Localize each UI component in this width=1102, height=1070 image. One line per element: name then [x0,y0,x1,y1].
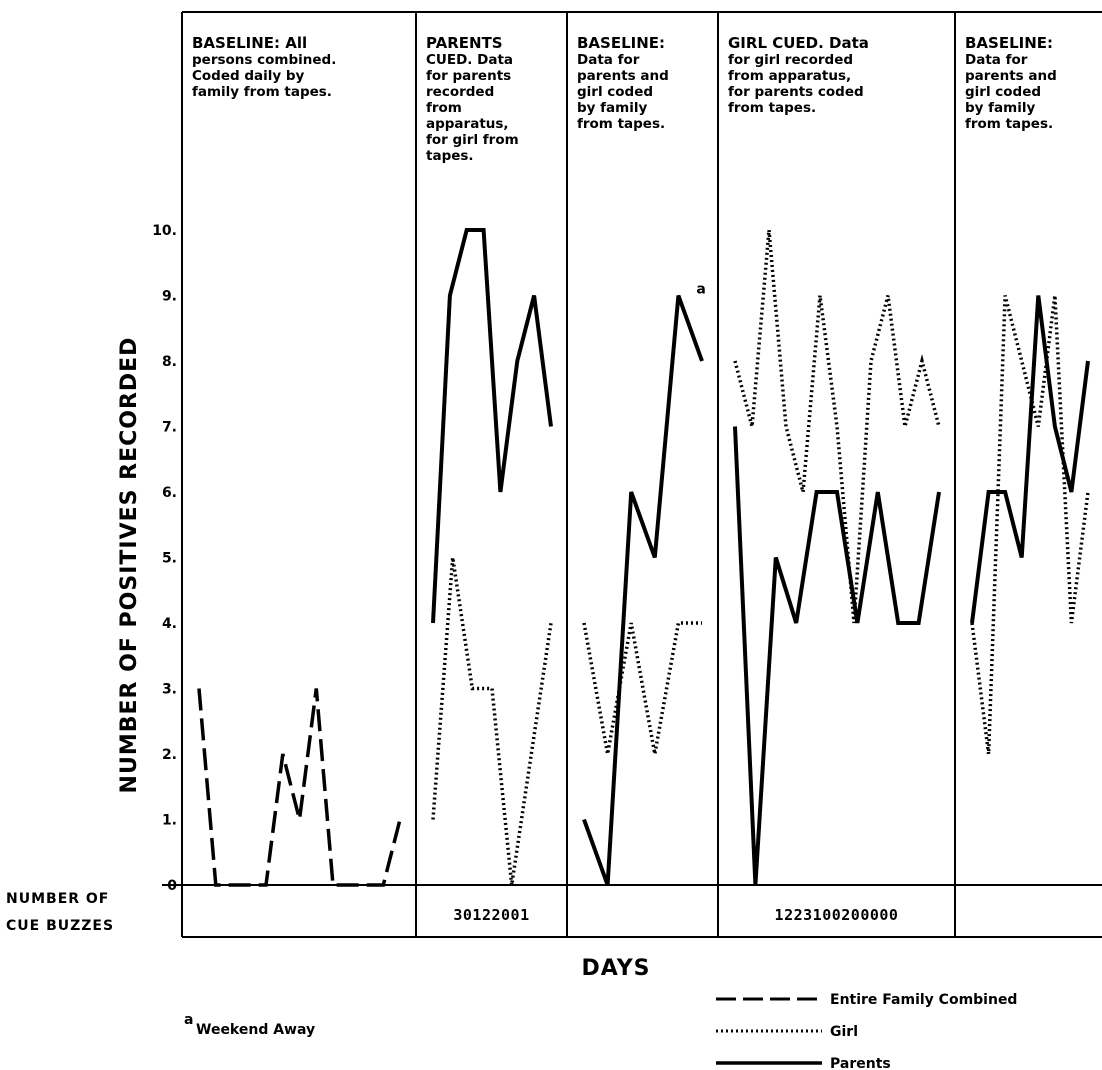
footnote: a Weekend Away [184,1012,315,1038]
legend-label-parents: Parents [830,1056,891,1070]
phase-desc-line: parents and [577,68,669,84]
phase-desc-line: from apparatus, [728,68,851,84]
y-axis-title: NUMBER OF POSITIVES RECORDED [117,337,142,794]
phase-desc-line: from tapes. [577,116,665,132]
phase-desc-line: parents and [965,68,1057,84]
legend: Entire Family Combined Girl Parents [716,992,1017,1070]
phase-desc-line: from [426,100,462,116]
series-parents-phase-4 [970,295,1090,624]
annotation-marker: a [696,282,705,298]
legend-label-girl: Girl [830,1024,858,1040]
phase-desc-line: girl coded [965,84,1041,100]
phase-desc-line: for parents [426,68,511,84]
y-tick-label: 6. [162,485,177,501]
phase-desc-line: for girl from [426,132,519,148]
phase-desc-line: CUED. Data [426,52,513,68]
y-tick-label: 0 [167,878,177,894]
series-girl-phase-4 [970,295,1090,755]
phase-desc-line: family from tapes. [192,84,332,100]
cue-row-label-1: NUMBER OF [6,891,109,907]
phase-desc-line: apparatus, [426,116,509,132]
series-layer: a [197,228,1090,887]
footnote-text: Weekend Away [196,1022,315,1038]
series-entire-family-combined-phase-0 [197,688,402,887]
series-parents-phase-1 [431,228,553,624]
x-axis-title: DAYS [582,956,651,981]
phase-desc-line: Data for [577,52,640,68]
series-parents-phase-2 [582,294,704,886]
phase-desc-line: girl coded [577,84,653,100]
phase-title-3: GIRL CUED. Data [728,34,869,52]
cue-buzz-count-1: 30122001 [453,906,529,924]
series-parents-phase-3 [733,426,941,886]
phase-desc-line: Coded daily by [192,68,305,84]
y-tick-label: 10. [152,223,177,239]
phase-title-2: BASELINE: [577,34,665,52]
phase-desc-line: from tapes. [965,116,1053,132]
phase-desc-line: Data for [965,52,1028,68]
y-tick-label: 2. [162,747,177,763]
y-tick-label: 9. [162,289,177,305]
cue-buzz-row: 30122001 1223100200000 [453,906,898,924]
phase-desc-line: from tapes. [728,100,816,116]
series-girl-phase-1 [431,557,553,886]
series-girl-phase-3 [733,229,941,624]
phase-title-4: BASELINE: [965,34,1053,52]
y-axis: 0 1. 2. 3. 4. 5. 6. 7. 8. 9. 10. [152,223,177,894]
cue-row-label-2: CUE BUZZES [6,918,114,934]
phase-desc-line: recorded [426,84,494,100]
phase-title-0: BASELINE: All [192,34,307,52]
phase-title-1: PARENTS [426,34,503,52]
phase-desc-line: by family [577,100,647,116]
phase-desc-line: for girl recorded [728,52,853,68]
chart-frame [162,11,1102,938]
phase-desc-line: persons combined. [192,52,336,68]
series-girl-phase-2 [582,621,702,755]
phase-desc-line: by family [965,100,1035,116]
phase-desc-line: for parents coded [728,84,864,100]
y-tick-label: 5. [162,551,177,567]
y-tick-label: 3. [162,682,177,698]
y-tick-label: 7. [162,420,177,436]
footnote-marker: a [184,1012,193,1028]
cue-buzz-count-3: 1223100200000 [775,906,899,924]
y-tick-label: 8. [162,354,177,370]
y-tick-label: 1. [162,813,177,829]
legend-label-family: Entire Family Combined [830,992,1017,1008]
y-tick-label: 4. [162,616,177,632]
phase-desc-line: tapes. [426,148,474,164]
